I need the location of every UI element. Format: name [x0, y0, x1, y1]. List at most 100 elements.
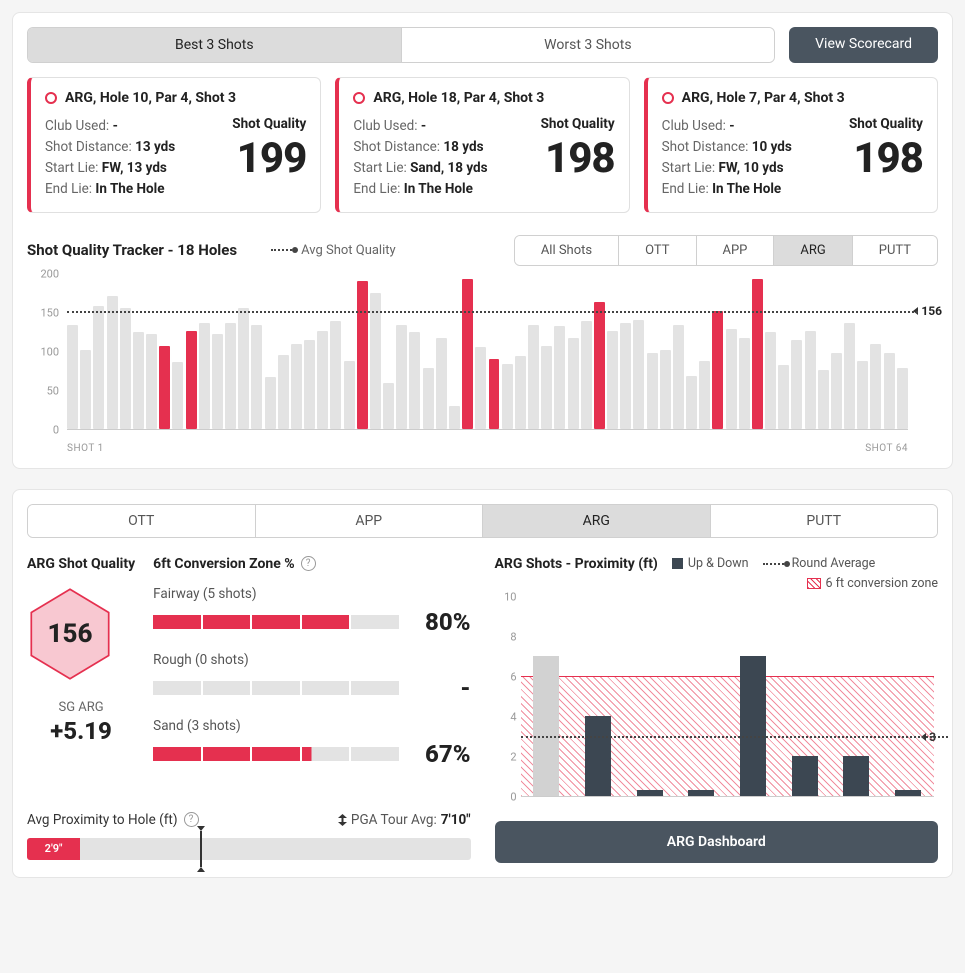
shot-quality-label: Shot Quality	[232, 116, 306, 132]
chart1-bar	[383, 383, 394, 428]
chart1-bar	[857, 361, 868, 429]
chart1-bar	[238, 308, 249, 429]
chart1-bar	[357, 281, 368, 429]
y-tick: 8	[510, 630, 516, 643]
chart1-bar	[778, 365, 789, 428]
shot-title: ARG, Hole 7, Par 4, Shot 3	[682, 90, 845, 106]
y-tick: 100	[40, 345, 59, 358]
shot-details: Club Used: - Shot Distance: 10 yds Start…	[662, 116, 792, 200]
chart1-bar	[199, 323, 210, 429]
pga-avg-label: PGA Tour Avg: 7'10"	[338, 812, 471, 828]
arg-dashboard-button[interactable]: ARG Dashboard	[495, 821, 939, 863]
shot-quality-chart: 050100150200 156 SHOT 1 SHOT 64	[27, 274, 938, 454]
proximity-chart: 0246810 3	[495, 597, 939, 807]
chart1-bar	[251, 325, 262, 429]
chart1-bar	[884, 353, 895, 429]
tracker-tab-app[interactable]: APP	[696, 236, 774, 265]
shot-title: ARG, Hole 10, Par 4, Shot 3	[65, 90, 236, 106]
chart1-bar	[528, 325, 539, 429]
shot-card[interactable]: ARG, Hole 7, Par 4, Shot 3 Club Used: - …	[644, 77, 938, 213]
chart1-bar	[436, 338, 447, 429]
view-scorecard-button[interactable]: View Scorecard	[789, 27, 938, 63]
shot-title: ARG, Hole 18, Par 4, Shot 3	[373, 90, 544, 106]
chart1-bar	[870, 344, 881, 429]
chart1-bar	[831, 353, 842, 429]
shot-quality-label: Shot Quality	[849, 116, 923, 132]
chart1-bar	[67, 325, 78, 429]
lie-row: Sand (3 shots) 67%	[153, 718, 470, 768]
chart1-bar	[212, 334, 223, 429]
tracker-tab-ott[interactable]: OTT	[618, 236, 695, 265]
shots-panel: Best 3 Shots Worst 3 Shots View Scorecar…	[12, 12, 953, 469]
tab-worst-shots[interactable]: Worst 3 Shots	[401, 28, 775, 62]
tracker-tab-all-shots[interactable]: All Shots	[515, 236, 618, 265]
shot-card[interactable]: ARG, Hole 10, Par 4, Shot 3 Club Used: -…	[27, 77, 321, 213]
chart1-bar	[581, 321, 592, 428]
chart1-bar	[726, 329, 737, 429]
tracker-tab-arg[interactable]: ARG	[773, 236, 851, 265]
shot-card[interactable]: ARG, Hole 18, Par 4, Shot 3 Club Used: -…	[335, 77, 629, 213]
shot-quality-label: Shot Quality	[541, 116, 615, 132]
chart1-bar	[594, 302, 605, 429]
chart2-bars	[521, 597, 935, 796]
legend-zone-label: 6 ft conversion zone	[826, 576, 938, 591]
tracker-tab-putt[interactable]: PUTT	[852, 236, 937, 265]
help-icon[interactable]: ?	[301, 556, 316, 571]
chart1-bar	[120, 308, 131, 429]
chart2-plot	[521, 597, 935, 797]
shot-score: Shot Quality 198	[541, 116, 615, 200]
seg	[203, 615, 250, 629]
lie-label: Fairway (5 shots)	[153, 586, 470, 602]
category-tab-app[interactable]: APP	[255, 505, 483, 537]
category-tabs: OTTAPPARGPUTT	[27, 504, 938, 538]
seg	[153, 615, 200, 629]
seg	[252, 681, 299, 695]
chart1-bar	[739, 338, 750, 429]
seg	[302, 747, 349, 761]
chart2-bar	[843, 756, 869, 796]
chart1-bar	[462, 279, 473, 428]
chart2-bar	[688, 790, 714, 796]
seg	[153, 681, 200, 695]
chart1-bar	[330, 321, 341, 428]
chart1-bar	[765, 332, 776, 429]
chart2-bar	[637, 790, 663, 796]
chart1-avg-line	[67, 311, 918, 313]
chart1-y-axis: 050100150200	[27, 274, 63, 430]
chart1-x-last: SHOT 64	[865, 443, 908, 454]
seg	[351, 681, 398, 695]
chart1-bar	[225, 323, 236, 429]
lie-percentage: 80%	[415, 608, 471, 636]
conversion-header: 6ft Conversion Zone % ?	[153, 556, 470, 572]
legend-updown: Up & Down	[672, 556, 749, 571]
chart1-bar	[686, 376, 697, 429]
chart1-bar	[489, 359, 500, 428]
category-tab-ott[interactable]: OTT	[28, 505, 255, 537]
chart1-avg-value: 156	[921, 304, 942, 318]
sg-label: SG ARG	[27, 700, 135, 715]
tab-best-shots[interactable]: Best 3 Shots	[28, 28, 401, 62]
chart1-bar	[396, 325, 407, 429]
chart1-bar	[291, 344, 302, 429]
lower-grid: ARG Shot Quality 156 SG ARG +5.19 6ft Co…	[27, 556, 938, 863]
chart1-bar	[265, 377, 276, 428]
chart1-bar	[554, 326, 565, 429]
tracker-title: Shot Quality Tracker - 18 Holes	[27, 241, 237, 259]
category-tab-arg[interactable]: ARG	[482, 505, 710, 537]
arg-quality-title: ARG Shot Quality	[27, 556, 135, 572]
chart1-x-labels: SHOT 1 SHOT 64	[67, 443, 908, 454]
y-tick: 0	[53, 423, 59, 436]
chart2-bar	[792, 756, 818, 796]
chart1-bar	[502, 364, 513, 429]
shot-score: Shot Quality 199	[232, 116, 306, 200]
lie-row: Fairway (5 shots) 80%	[153, 586, 470, 636]
chart1-bar	[568, 338, 579, 429]
category-tab-putt[interactable]: PUTT	[710, 505, 938, 537]
shot-details: Club Used: - Shot Distance: 18 yds Start…	[353, 116, 487, 200]
chart1-bar	[475, 347, 486, 429]
segmented-bar	[153, 747, 398, 761]
y-tick: 6	[510, 670, 516, 683]
marker-icon	[338, 814, 347, 826]
chart2-bar	[533, 656, 559, 795]
pga-value: 7'10"	[441, 812, 471, 828]
